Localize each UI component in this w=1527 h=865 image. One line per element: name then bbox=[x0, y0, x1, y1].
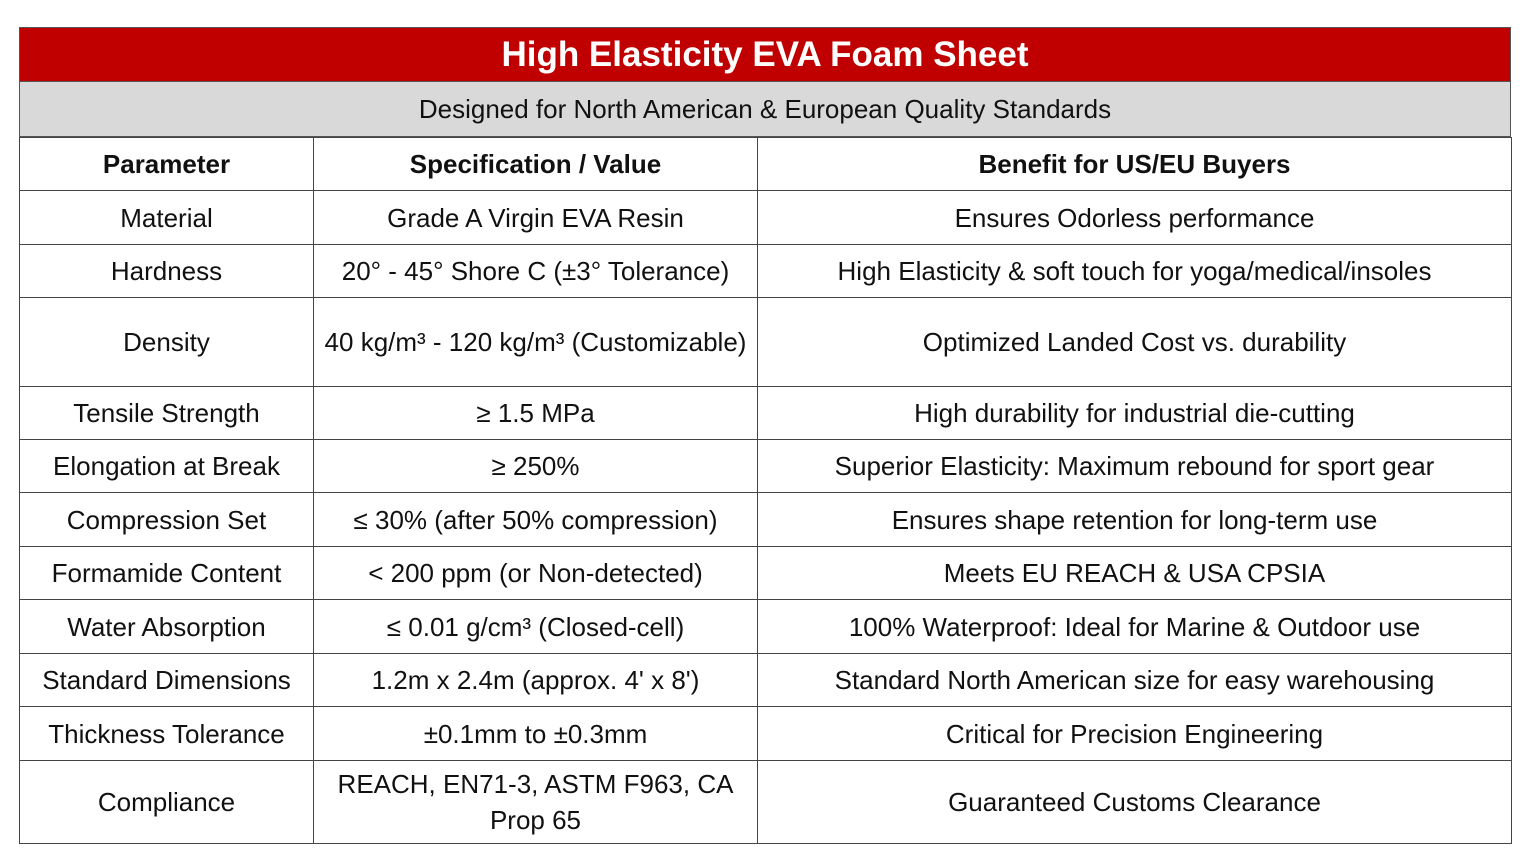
table-row: Material Grade A Virgin EVA Resin Ensures … bbox=[19, 190, 1512, 245]
cell-text: Superior Elasticity: Maximum rebound for… bbox=[834, 451, 1435, 481]
cell-text: Parameter bbox=[102, 149, 231, 179]
cell-text: Meets EU REACH & USA CPSIA bbox=[943, 558, 1326, 588]
cell-text: Benefit for US/EU Buyers bbox=[978, 149, 1291, 179]
table-cell: Grade A Virgin EVA Resin bbox=[313, 190, 758, 245]
table-cell: Compliance bbox=[19, 760, 314, 844]
table-cell: ≤ 0.01 g/cm³ (Closed-cell) bbox=[313, 599, 758, 654]
spec-sheet: High Elasticity EVA Foam Sheet Designed … bbox=[19, 27, 1512, 844]
table-cell: 100% Waterproof: Ideal for Marine & Outd… bbox=[757, 599, 1512, 654]
table-cell: Meets EU REACH & USA CPSIA bbox=[757, 546, 1512, 600]
table-cell: Material bbox=[19, 190, 314, 245]
cell-text: ≤ 30% (after 50% compression) bbox=[353, 504, 718, 535]
cell-text: Elongation at Break bbox=[53, 451, 280, 481]
table-cell: Standard North American size for easy wa… bbox=[757, 653, 1512, 707]
table-cell: ±0.1mm to ±0.3mm bbox=[313, 706, 758, 761]
header-row: Parameter Specification / Value Benefit fo… bbox=[19, 137, 1512, 191]
header-cell: Parameter bbox=[19, 137, 314, 191]
table-cell: Standard Dimensions bbox=[19, 653, 314, 707]
table-cell: REACH, EN71-3, ASTM F963, CA Prop 65 bbox=[313, 760, 758, 844]
cell-text: < 200 ppm (or Non-detected) bbox=[368, 558, 703, 588]
cell-text: REACH, EN71-3, ASTM F963, CA Prop 65 bbox=[337, 769, 734, 835]
cell-text: ≥ 1.5 MPa bbox=[476, 398, 595, 428]
table-cell: Ensures Odorless performance bbox=[757, 190, 1512, 245]
cell-text: ±0.1mm to ±0.3mm bbox=[423, 718, 648, 749]
table-cell: High durability for industrial die-cutti… bbox=[757, 386, 1512, 440]
table-row: Standard Dimensions 1.2m x 2.4m (approx. … bbox=[19, 653, 1512, 707]
cell-text: Ensures Odorless performance bbox=[954, 202, 1315, 233]
table-cell: Hardness bbox=[19, 244, 314, 298]
table-row: Density 40 kg/m³ - 120 kg/m³ (Customizabl… bbox=[19, 297, 1512, 387]
cell-text: Tensile Strength bbox=[73, 398, 260, 428]
cell-text: 40 kg/m³ - 120 kg/m³ (Customizable) bbox=[324, 327, 747, 357]
table-cell: 1.2m x 2.4m (approx. 4' x 8') bbox=[313, 653, 758, 707]
cell-text: 1.2m x 2.4m (approx. 4' x 8') bbox=[371, 665, 700, 695]
table-row: Thickness Tolerance ±0.1mm to ±0.3mm Criti… bbox=[19, 706, 1512, 761]
table-cell: Tensile Strength bbox=[19, 386, 314, 440]
cell-text: Compression Set bbox=[66, 504, 267, 535]
title: High Elasticity EVA Foam Sheet bbox=[19, 27, 1511, 82]
table-cell: Ensures shape retention for long-term us… bbox=[757, 492, 1512, 547]
cell-text: Density bbox=[123, 327, 210, 357]
cell-text: 100% Waterproof: Ideal for Marine & Outd… bbox=[848, 611, 1421, 642]
table-cell: Guaranteed Customs Clearance bbox=[757, 760, 1512, 844]
cell-text: ≤ 0.01 g/cm³ (Closed-cell) bbox=[386, 611, 685, 642]
cell-text: 20° - 45° Shore C (±3° Tolerance) bbox=[341, 256, 730, 286]
table-cell: ≤ 30% (after 50% compression) bbox=[313, 492, 758, 547]
table-cell: ≥ 250% bbox=[313, 439, 758, 493]
table-cell: ≥ 1.5 MPa bbox=[313, 386, 758, 440]
table-cell: Formamide Content bbox=[19, 546, 314, 600]
cell-text: Specification / Value bbox=[409, 149, 662, 179]
cell-text: Optimized Landed Cost vs. durability bbox=[922, 327, 1347, 357]
table-cell: Optimized Landed Cost vs. durability bbox=[757, 297, 1512, 387]
table-cell: High Elasticity & soft touch for yoga/me… bbox=[757, 244, 1512, 298]
table-row: Formamide Content < 200 ppm (or Non-detec… bbox=[19, 546, 1512, 600]
table-cell: Thickness Tolerance bbox=[19, 706, 314, 761]
table-cell: < 200 ppm (or Non-detected) bbox=[313, 546, 758, 600]
cell-text: Standard North American size for easy wa… bbox=[834, 665, 1435, 695]
table-row: Hardness 20° - 45° Shore C (±3° Tolerance… bbox=[19, 244, 1512, 298]
cell-text: Guaranteed Customs Clearance bbox=[948, 787, 1321, 817]
cell-text: Hardness bbox=[110, 256, 223, 286]
header-cell: Benefit for US/EU Buyers bbox=[757, 137, 1512, 191]
cell-text: Water Absorption bbox=[67, 611, 266, 642]
table-cell: Critical for Precision Engineering bbox=[757, 706, 1512, 761]
table-row: Tensile Strength ≥ 1.5 MPa High durability… bbox=[19, 386, 1512, 440]
cell-text: ≥ 250% bbox=[491, 451, 580, 481]
header-cell: Specification / Value bbox=[313, 137, 758, 191]
cell-text: High Elasticity & soft touch for yoga/me… bbox=[837, 256, 1432, 286]
table-cell: 40 kg/m³ - 120 kg/m³ (Customizable) bbox=[313, 297, 758, 387]
table-cell: Superior Elasticity: Maximum rebound for… bbox=[757, 439, 1512, 493]
table-cell: Elongation at Break bbox=[19, 439, 314, 493]
cell-text: High durability for industrial die-cutti… bbox=[914, 398, 1355, 428]
cell-text: Standard Dimensions bbox=[42, 665, 291, 695]
table-row: Compliance REACH, EN71-3, ASTM F963, CA P… bbox=[19, 760, 1512, 844]
subtitle: Designed for North American & European Q… bbox=[19, 82, 1511, 137]
spec-table: Parameter Specification / Value Benefit fo… bbox=[19, 137, 1512, 844]
cell-text: Compliance bbox=[97, 787, 236, 817]
cell-text: Material bbox=[120, 202, 213, 233]
table-cell: Density bbox=[19, 297, 314, 387]
table-cell: 20° - 45° Shore C (±3° Tolerance) bbox=[313, 244, 758, 298]
table-row: Water Absorption ≤ 0.01 g/cm³ (Closed-cel… bbox=[19, 599, 1512, 654]
cell-text: Grade A Virgin EVA Resin bbox=[387, 202, 684, 233]
cell-text: Ensures shape retention for long-term us… bbox=[891, 504, 1378, 535]
table-row: Compression Set ≤ 30% (after 50% compress… bbox=[19, 492, 1512, 547]
table-cell: Water Absorption bbox=[19, 599, 314, 654]
cell-text: Formamide Content bbox=[51, 558, 282, 588]
cell-text: Thickness Tolerance bbox=[48, 718, 285, 749]
table-cell: Compression Set bbox=[19, 492, 314, 547]
table-row: Elongation at Break ≥ 250% Superior Elasti… bbox=[19, 439, 1512, 493]
cell-text: Critical for Precision Engineering bbox=[945, 718, 1324, 749]
